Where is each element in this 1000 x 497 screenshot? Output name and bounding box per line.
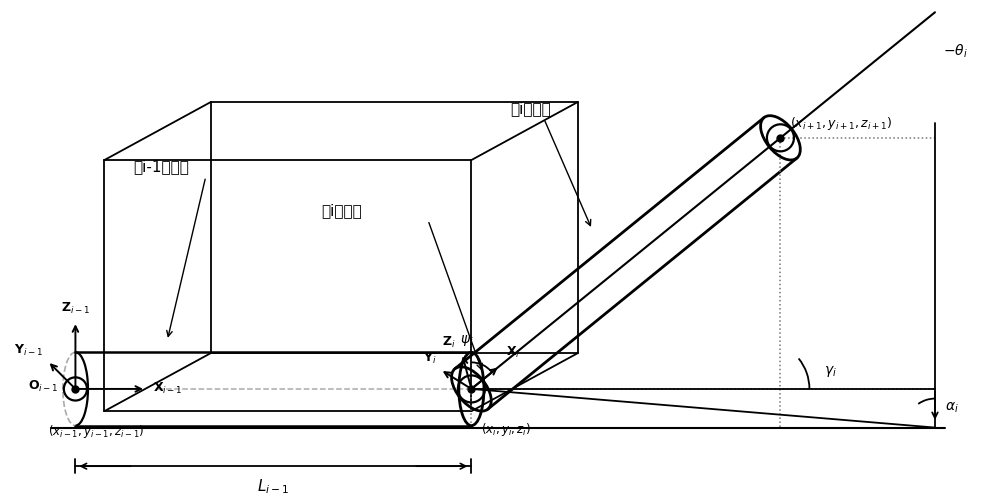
Text: $(x_{i-1}, y_{i-1}, z_{i-1})$: $(x_{i-1}, y_{i-1}, z_{i-1})$ [48, 423, 145, 440]
Text: 第i个关节: 第i个关节 [322, 203, 362, 218]
Text: 第i-1个臂杆: 第i-1个臂杆 [133, 160, 189, 174]
Text: $(x_i, y_i, z_i)$: $(x_i, y_i, z_i)$ [481, 421, 531, 438]
Text: O$_{i-1}$: O$_{i-1}$ [28, 379, 59, 394]
Text: $-\theta_i$: $-\theta_i$ [943, 42, 967, 60]
Text: $\psi_i$: $\psi_i$ [460, 333, 473, 348]
Text: Z$_{i-1}$: Z$_{i-1}$ [61, 301, 90, 316]
Text: Z$_i$: Z$_i$ [442, 334, 455, 349]
Text: $L_{i-1}$: $L_{i-1}$ [257, 477, 290, 496]
Text: Y$_i$: Y$_i$ [423, 350, 436, 366]
Text: 第i个臂杆: 第i个臂杆 [510, 101, 551, 116]
Text: X$_i$: X$_i$ [506, 345, 520, 360]
Text: X$_{i-1}$: X$_{i-1}$ [153, 381, 182, 397]
Text: $\alpha_i$: $\alpha_i$ [945, 401, 958, 415]
Text: $(x_{i+1}, y_{i+1}, z_{i+1})$: $(x_{i+1}, y_{i+1}, z_{i+1})$ [790, 115, 892, 132]
Text: $\gamma_i$: $\gamma_i$ [824, 364, 837, 379]
Text: Y$_{i-1}$: Y$_{i-1}$ [14, 343, 43, 358]
